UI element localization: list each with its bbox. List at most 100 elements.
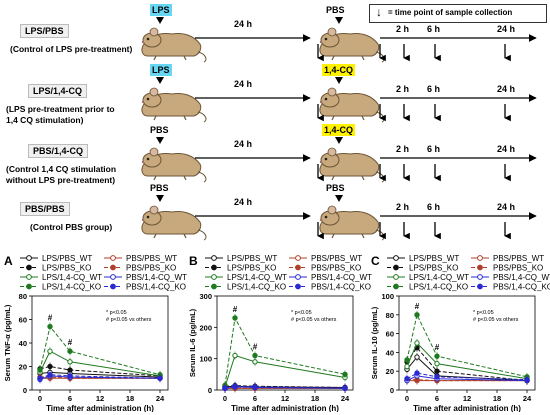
data-point [434, 360, 440, 367]
x-tick-label: 6 [435, 394, 439, 403]
legend-item: LPS/PBS_KO [20, 264, 91, 273]
second-treatment-tag: 1,4-CQ [322, 64, 356, 76]
data-point [414, 340, 420, 346]
legend-label: PBS/PBS_WT [126, 254, 177, 263]
y-axis-label: Serum TNF-α (pg/mL) [3, 304, 12, 381]
legend-item: PBS/PBS_KO [289, 264, 361, 273]
data-point [67, 373, 73, 379]
legend-item: LPS/1,4-CQ_WT [205, 273, 287, 282]
legend-item: PBS/PBS_WT [104, 254, 177, 263]
significance-note: # p<0.05 vs others [291, 317, 337, 323]
x-tick-label: 18 [126, 394, 134, 403]
legend-label: PBS/1,4-CQ_KO [311, 283, 371, 292]
legend-label: LPS/1,4-CQ_KO [409, 283, 468, 292]
legend-label: LPS/PBS_WT [227, 254, 277, 263]
x-tick-label: 24 [523, 394, 532, 403]
injection-marker [335, 195, 343, 202]
series-line [224, 385, 346, 388]
legend-label: LPS/1,4-CQ_KO [227, 283, 286, 292]
x-axis-label: Time after administration (h) [46, 404, 154, 412]
x-tick-label: 6 [253, 394, 257, 403]
interval-label: 24 h [234, 197, 253, 207]
legend-item: PBS/PBS_KO [104, 264, 176, 273]
injection-marker [156, 17, 164, 24]
legend-top-box: ↓ = time point of sample collection [369, 4, 547, 23]
data-point [252, 352, 258, 359]
group-name: LPS/PBS [20, 24, 69, 38]
panel-letter: B [189, 254, 198, 268]
legend-item: LPS/1,4-CQ_WT [387, 273, 469, 282]
second-treatment-tag: 1,4-CQ [322, 124, 356, 136]
group-name: LPS/1,4-CQ [28, 84, 88, 98]
group-name: PBS/1,4-CQ [28, 144, 89, 158]
legend-label: LPS/PBS_KO [409, 264, 458, 273]
timepoint-label: 2 h [396, 144, 410, 154]
series-line [39, 371, 161, 378]
mouse-8 [319, 205, 385, 241]
x-tick-label: 0 [223, 394, 227, 403]
group-description: (Control of LPS pre-treatment) [10, 44, 133, 54]
first-treatment-tag: LPS [150, 64, 172, 76]
injection-marker [335, 137, 343, 144]
legend-label: LPS/PBS_KO [227, 264, 276, 273]
legend-item: LPS/PBS_KO [205, 264, 276, 273]
x-tick-label: 12 [281, 394, 289, 403]
legend-item: PBS/PBS_WT [289, 254, 362, 263]
significance-mark: # [253, 343, 258, 352]
data-point [414, 312, 420, 318]
plot-frame [216, 295, 354, 391]
series-line [224, 354, 346, 388]
data-point [67, 348, 73, 354]
injection-marker [335, 77, 343, 84]
y-tick-label: 0 [390, 386, 394, 395]
protocol-diagram [141, 17, 537, 241]
timepoint-label: 24 h [497, 144, 516, 154]
x-tick-label: 18 [311, 394, 319, 403]
series-line [39, 374, 161, 379]
legend-item: LPS/1,4-CQ_WT [20, 273, 102, 282]
data-point [434, 368, 440, 374]
series-line [224, 385, 346, 389]
second-treatment-tag: PBS [326, 183, 345, 193]
legend-label: LPS/PBS_WT [42, 254, 92, 263]
series-line [39, 375, 161, 380]
timepoint-label: 2 h [396, 202, 410, 212]
second-treatment-tag: PBS [326, 5, 345, 15]
timepoint-label: 2 h [396, 84, 410, 94]
legend-item: PBS/1,4-CQ_KO [104, 283, 186, 292]
timepoint-label: 24 h [497, 202, 516, 212]
y-tick-label: 0 [208, 386, 212, 395]
interval-label: 24 h [234, 79, 253, 89]
legend-label: PBS/1,4-CQ_WT [311, 273, 372, 282]
significance-note: # p<0.05 vs others [106, 317, 152, 323]
y-tick-label: 40 [19, 339, 27, 348]
x-tick-label: 6 [68, 394, 72, 403]
legend-label: PBS/PBS_WT [311, 254, 362, 263]
significance-note: * p<0.05 [106, 310, 127, 316]
timepoint-label: 2 h [396, 24, 410, 34]
group-name-text: LPS/1,4-CQ [28, 84, 88, 98]
y-tick-label: 80 [19, 292, 27, 301]
data-point [342, 371, 348, 378]
y-tick-label: 60 [386, 330, 394, 339]
x-tick-label: 0 [38, 394, 42, 403]
panel-letter: A [4, 254, 13, 268]
series-line [406, 342, 528, 380]
data-point [232, 352, 238, 359]
injection-marker [156, 137, 164, 144]
group-description: (Control 1,4 CQ stimulation [6, 164, 117, 174]
timepoint-label: 6 h [427, 202, 441, 212]
interval-label: 24 h [234, 19, 253, 29]
first-treatment-tag: LPS [150, 4, 172, 16]
significance-mark: # [68, 338, 73, 347]
data-point [414, 354, 420, 360]
legend-label: LPS/1,4-CQ_WT [42, 273, 102, 282]
legend-label: PBS/PBS_KO [311, 264, 361, 273]
significance-note: # p<0.05 vs others [473, 317, 519, 323]
x-tick-label: 12 [463, 394, 471, 403]
mouse-7 [141, 205, 207, 241]
data-point [252, 384, 258, 390]
series-line [224, 316, 346, 386]
data-point [524, 376, 530, 383]
data-point [47, 348, 53, 354]
